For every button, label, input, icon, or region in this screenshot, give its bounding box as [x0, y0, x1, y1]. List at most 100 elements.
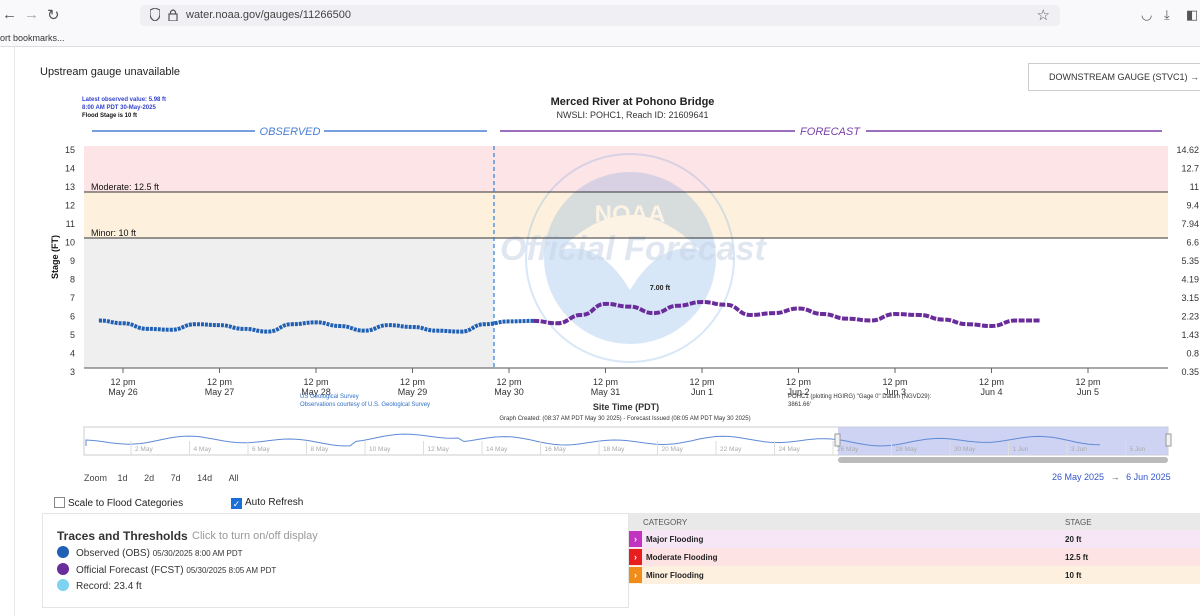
- moderate-flood-band: [84, 146, 1168, 192]
- reload-icon[interactable]: ↻: [47, 7, 60, 24]
- auto-refresh-checkbox[interactable]: ✓ Auto Refresh: [231, 497, 303, 509]
- x-tick-label: 12 pm: [110, 377, 135, 387]
- navigator-label: 20 May: [662, 446, 684, 453]
- trace-label: Official Forecast (FCST): [76, 565, 184, 576]
- y2-tick-label: 1.43: [1181, 330, 1199, 340]
- range-to-input[interactable]: 6 Jun 2025: [1126, 472, 1171, 482]
- trace-observed[interactable]: Observed (OBS) 05/30/2025 8:00 AM PDT: [57, 546, 243, 559]
- x-tick-label: 12 pm: [979, 377, 1004, 387]
- category-stage: 10 ft: [1065, 571, 1082, 580]
- header-category: CATEGORY: [643, 518, 688, 527]
- zoom-7d-button[interactable]: 7d: [170, 473, 181, 483]
- y-tick-label: 7: [70, 293, 75, 303]
- category-name: Major Flooding: [646, 535, 704, 544]
- observed-shade: [84, 238, 494, 368]
- usgs-line2[interactable]: Observations courtesy of U.S. Geological…: [300, 402, 430, 408]
- category-stage: 20 ft: [1065, 535, 1082, 544]
- zoom-14d-button[interactable]: 14d: [197, 473, 213, 483]
- y-axis-ticks: 3 4 5 6 7 8 9 10 11 12 13 14 15: [65, 145, 75, 377]
- x-tick-label: 12 pm: [882, 377, 907, 387]
- category-name: Moderate Flooding: [646, 553, 718, 562]
- navigator-label: 28 May: [896, 446, 918, 453]
- back-icon[interactable]: ←: [2, 6, 17, 23]
- y-tick-label: 8: [70, 275, 75, 285]
- latest-time: 8:00 AM PDT 30-May-2025: [82, 105, 156, 111]
- trace-forecast[interactable]: Official Forecast (FCST) 05/30/2025 8:05…: [57, 563, 276, 576]
- scale-to-flood-checkbox[interactable]: Scale to Flood Categories: [54, 497, 183, 509]
- trace-time: 05/30/2025 8:00 AM PDT: [152, 549, 243, 558]
- y-tick-label: 4: [70, 349, 75, 359]
- zoom-controls: Zoom 1d 2d 7d 14d All: [84, 472, 245, 484]
- table-row[interactable]: › Major Flooding 20 ft: [629, 530, 1200, 548]
- forecast-series-line[interactable]: [533, 299, 1040, 329]
- chart-subtitle: NWSLI: POHC1, Reach ID: 21609641: [556, 110, 709, 120]
- y-tick-label: 9: [70, 256, 75, 266]
- pocket-icon[interactable]: ◡: [1141, 7, 1153, 22]
- zoom-1d-button[interactable]: 1d: [117, 473, 128, 483]
- navigator-scrollbar[interactable]: [838, 457, 1168, 463]
- zoom-all-button[interactable]: All: [228, 473, 239, 483]
- chevron-right-icon[interactable]: ›: [629, 549, 642, 565]
- y-tick-label: 10: [65, 238, 75, 248]
- page-content: [14, 47, 1200, 616]
- navigator-series: [85, 433, 1101, 447]
- table-header: CATEGORY STAGE: [629, 513, 1200, 530]
- y2-tick-label: 6.6: [1186, 238, 1199, 248]
- table-row[interactable]: › Minor Flooding 10 ft: [629, 566, 1200, 584]
- url-text: water.noaa.gov/gauges/11266500: [186, 9, 351, 21]
- zoom-2d-button[interactable]: 2d: [144, 473, 155, 483]
- x-axis-title: Site Time (PDT): [593, 402, 659, 412]
- shield-icon[interactable]: [150, 8, 160, 21]
- navigator-label: 26 May: [837, 446, 859, 453]
- x-tick-label: 12 pm: [593, 377, 618, 387]
- zoom-label: Zoom: [84, 473, 108, 483]
- x-tick-date: May 27: [205, 387, 235, 397]
- chart-title: Merced River at Pohono Bridge: [550, 96, 715, 108]
- x-tick-date: May 30: [494, 387, 524, 397]
- navigator-label: 24 May: [779, 446, 801, 453]
- y2-tick-label: 5.35: [1181, 256, 1199, 266]
- forecast-dot-icon: [57, 563, 69, 575]
- address-bar[interactable]: water.noaa.gov/gauges/11266500 ☆: [140, 5, 1060, 26]
- chevron-right-icon[interactable]: ›: [629, 567, 642, 583]
- checkbox-checked-icon[interactable]: ✓: [231, 498, 242, 509]
- y2-tick-label: 12.7: [1181, 164, 1199, 174]
- navigator-left-handle[interactable]: [834, 433, 841, 447]
- navigator-right-handle[interactable]: [1165, 433, 1172, 447]
- x-tick-date: Jun 1: [691, 387, 713, 397]
- series-group: [98, 299, 1040, 334]
- navigator-label: 1 Jun: [1013, 446, 1029, 453]
- y2-tick-label: 2.23: [1181, 312, 1199, 322]
- navigator-labels: 2 May 4 May 6 May 8 May 10 May 12 May 14 May 16…: [130, 441, 1146, 455]
- table-row[interactable]: › Moderate Flooding 12.5 ft: [629, 548, 1200, 566]
- record-dot-icon: [57, 579, 69, 591]
- trace-record[interactable]: Record: 23.4 ft: [57, 579, 142, 592]
- date-range: 26 May 2025 → 6 Jun 2025: [1052, 472, 1171, 482]
- y2-tick-label: 9.4: [1186, 201, 1199, 211]
- flood-stage-note: Flood Stage is 10 ft: [82, 113, 138, 119]
- checkbox-box[interactable]: [54, 497, 65, 508]
- category-stage: 12.5 ft: [1065, 553, 1089, 562]
- latest-observation: Latest observed value: 5.98 ft 8:00 AM P…: [82, 96, 166, 120]
- downstream-gauge-button[interactable]: DOWNSTREAM GAUGE (STVC1) →: [1028, 63, 1200, 91]
- forward-icon[interactable]: →: [24, 6, 39, 23]
- chevron-right-icon[interactable]: ›: [629, 531, 642, 547]
- logo-text: NOAA: [595, 201, 666, 228]
- traces-panel: Traces and Thresholds Click to turn on/o…: [42, 513, 629, 608]
- y2-tick-label: 0.8: [1186, 349, 1199, 359]
- lock-icon[interactable]: [168, 9, 178, 21]
- auto-refresh-label: Auto Refresh: [245, 497, 304, 508]
- bookmark-star-icon[interactable]: ☆: [1036, 7, 1050, 24]
- x-tick-label: 12 pm: [689, 377, 714, 387]
- range-from-input[interactable]: 26 May 2025: [1052, 472, 1105, 482]
- y-tick-label: 5: [70, 330, 75, 340]
- trace-label: Record: 23.4 ft: [76, 581, 142, 592]
- usgs-line1[interactable]: US Geological Survey: [300, 394, 359, 400]
- extensions-icon[interactable]: ◧: [1186, 7, 1199, 22]
- y2-tick-label: 11: [1190, 182, 1199, 192]
- x-tick-date: May 31: [591, 387, 621, 397]
- bookmarks-text[interactable]: ort bookmarks...: [0, 33, 65, 43]
- download-icon[interactable]: ⤓: [1164, 7, 1170, 22]
- x-tick-date: Jun 5: [1077, 387, 1099, 397]
